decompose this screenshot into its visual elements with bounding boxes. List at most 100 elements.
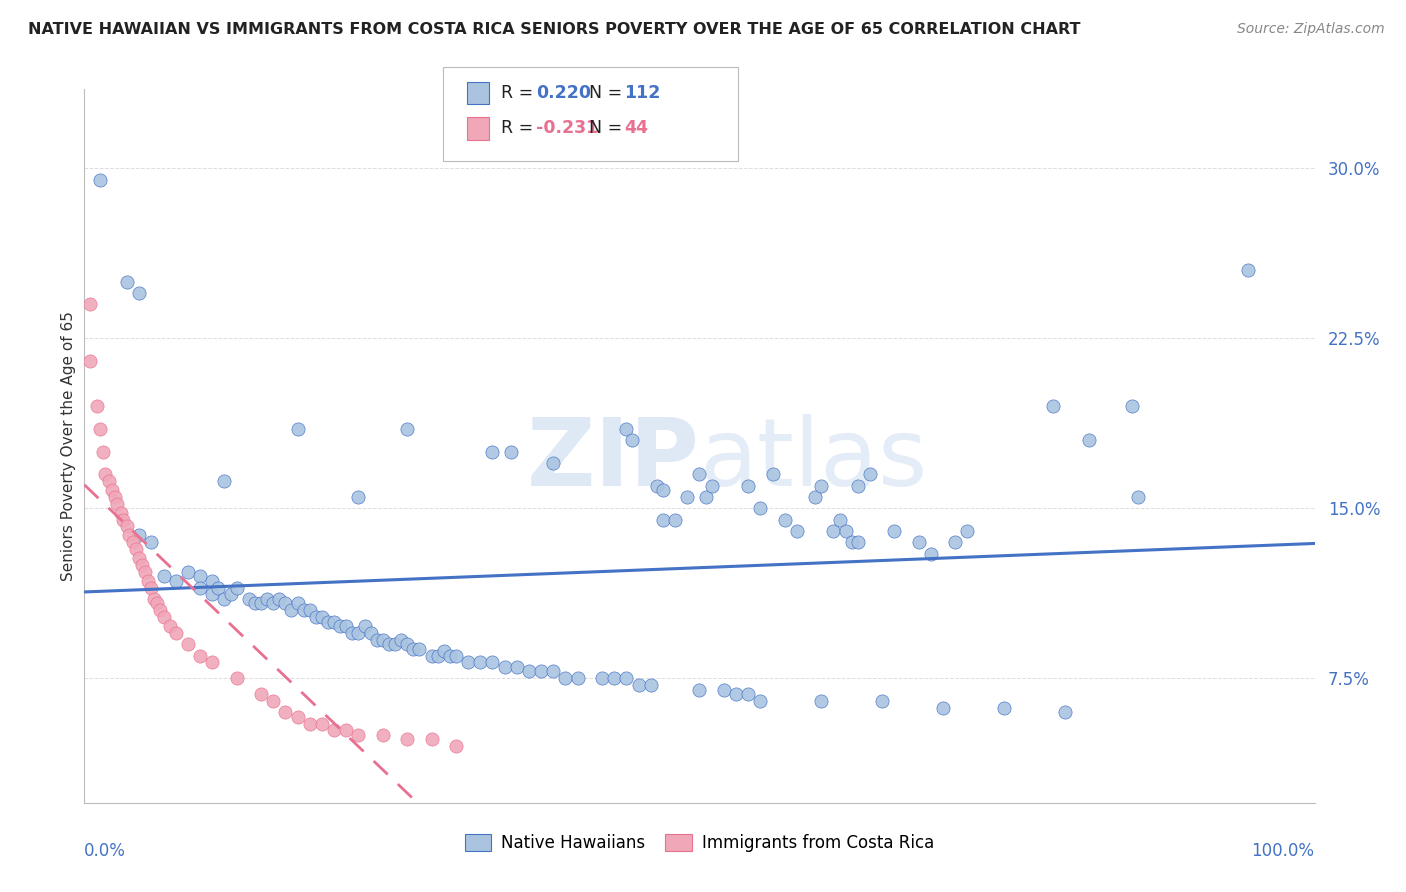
Point [749, 694, 772, 708]
Point [101, 483, 124, 498]
Point [146, 597, 169, 611]
Point [883, 524, 905, 538]
Point [737, 687, 759, 701]
Point [689, 467, 711, 482]
Text: R =: R = [501, 84, 538, 102]
Point [188, 581, 211, 595]
Point [470, 656, 492, 670]
Point [481, 656, 503, 670]
Point [262, 597, 284, 611]
Point [932, 700, 955, 714]
Point [371, 728, 394, 742]
Point [347, 728, 370, 742]
Point [444, 648, 467, 663]
Point [810, 478, 832, 492]
Legend: Native Hawaiians, Immigrants from Costa Rica: Native Hawaiians, Immigrants from Costa … [458, 827, 941, 859]
Point [105, 497, 128, 511]
Point [165, 574, 187, 588]
Point [262, 694, 284, 708]
Point [828, 513, 851, 527]
Point [177, 637, 200, 651]
Point [79, 354, 101, 368]
Point [786, 524, 808, 538]
Point [141, 581, 163, 595]
Point [640, 678, 662, 692]
Point [420, 732, 443, 747]
Point [274, 705, 297, 719]
Point [250, 597, 273, 611]
Point [323, 615, 346, 629]
Point [94, 467, 117, 482]
Point [201, 587, 224, 601]
Point [287, 709, 309, 723]
Point [676, 490, 699, 504]
Text: N =: N = [589, 84, 628, 102]
Point [543, 665, 565, 679]
Point [335, 619, 357, 633]
Point [165, 626, 187, 640]
Point [311, 610, 333, 624]
Point [841, 535, 863, 549]
Point [700, 478, 723, 492]
Point [323, 723, 346, 738]
Point [243, 597, 266, 611]
Text: Source: ZipAtlas.com: Source: ZipAtlas.com [1237, 22, 1385, 37]
Point [118, 528, 141, 542]
Point [115, 519, 138, 533]
Point [141, 535, 163, 549]
Point [664, 513, 686, 527]
Point [134, 565, 156, 579]
Point [859, 467, 882, 482]
Text: 44: 44 [624, 120, 648, 137]
Text: 0.0%: 0.0% [84, 842, 127, 860]
Point [396, 422, 419, 436]
Point [225, 581, 247, 595]
Point [298, 716, 321, 731]
Point [956, 524, 979, 538]
Point [616, 422, 638, 436]
Point [287, 422, 309, 436]
Point [439, 648, 461, 663]
Point [225, 671, 247, 685]
Point [360, 626, 382, 640]
Point [305, 610, 328, 624]
Point [389, 632, 412, 647]
Point [737, 478, 759, 492]
Point [993, 700, 1015, 714]
Text: -0.231: -0.231 [536, 120, 598, 137]
Point [347, 490, 370, 504]
Point [396, 732, 419, 747]
Point [287, 597, 309, 611]
Point [269, 591, 291, 606]
Point [652, 483, 675, 498]
Point [567, 671, 589, 685]
Point [1126, 490, 1149, 504]
Point [457, 656, 479, 670]
Point [366, 632, 388, 647]
Point [207, 581, 229, 595]
Point [603, 671, 626, 685]
Text: R =: R = [501, 120, 538, 137]
Point [444, 739, 467, 754]
Point [347, 626, 370, 640]
Point [89, 173, 111, 187]
Point [499, 444, 522, 458]
Point [122, 535, 145, 549]
Point [274, 597, 297, 611]
Point [749, 501, 772, 516]
Point [79, 297, 101, 311]
Point [131, 558, 153, 572]
Y-axis label: Seniors Poverty Over the Age of 65: Seniors Poverty Over the Age of 65 [60, 311, 76, 581]
Text: N =: N = [589, 120, 628, 137]
Point [1121, 400, 1143, 414]
Point [152, 569, 174, 583]
Point [810, 694, 832, 708]
Point [201, 574, 224, 588]
Point [713, 682, 735, 697]
Point [214, 591, 236, 606]
Point [238, 591, 260, 606]
Point [128, 528, 150, 542]
Point [652, 513, 675, 527]
Point [724, 687, 747, 701]
Point [761, 467, 783, 482]
